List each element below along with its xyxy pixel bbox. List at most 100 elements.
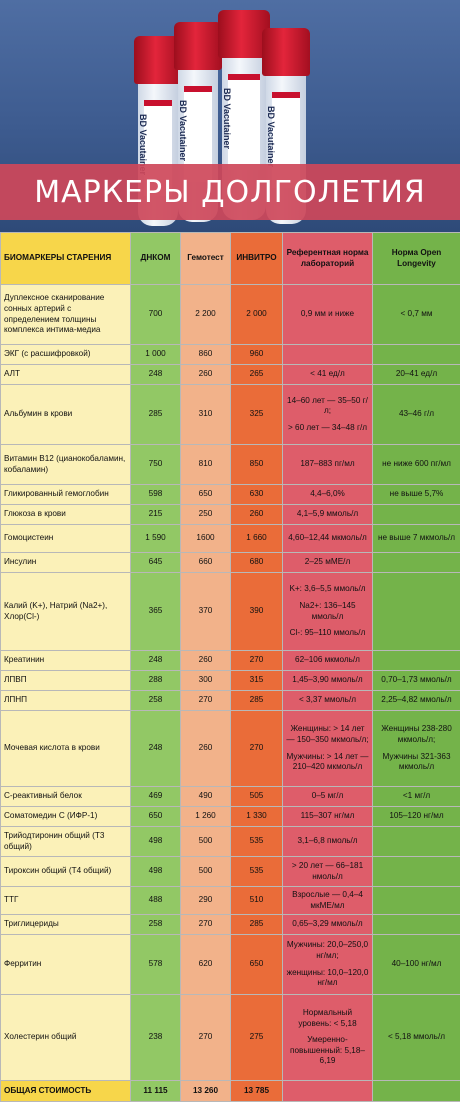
open-longevity-norm: [373, 915, 460, 935]
open-longevity-norm: [373, 887, 460, 915]
tube-label: BD Vacutainer: [222, 88, 232, 149]
total-row: ОБЩАЯ СТОИМОСТЬ 11 115 13 260 13 785: [1, 1081, 460, 1102]
biomarker-name: Глюкоза в крови: [1, 505, 131, 525]
header-dnkom: ДНКОМ: [131, 233, 181, 285]
price-invitro: 960: [231, 345, 283, 365]
table-row: Витамин В12 (цианокобаламин, кобаламин)7…: [1, 445, 460, 485]
reference-norm-line: Взрослые — 0,4–4 мкМЕ/мл: [286, 890, 369, 911]
header-invitro: ИНВИТРО: [231, 233, 283, 285]
reference-norm: 2–25 мМЕ/л: [283, 553, 373, 573]
price-dnkom: 258: [131, 915, 181, 935]
reference-norm: 3,1–6,8 пмоль/л: [283, 827, 373, 857]
biomarker-name: Гомоцистеин: [1, 525, 131, 553]
price-dnkom: 645: [131, 553, 181, 573]
open-longevity-norm: [373, 651, 460, 671]
header-biomarkers: БИОМАРКЕРЫ СТАРЕНИЯ: [1, 233, 131, 285]
price-dnkom: 1 590: [131, 525, 181, 553]
reference-norm: > 20 лет — 66–181 нмоль/л: [283, 857, 373, 887]
price-dnkom: 248: [131, 711, 181, 787]
biomarkers-table: БИОМАРКЕРЫ СТАРЕНИЯ ДНКОМ Гемотест ИНВИТ…: [0, 232, 460, 1102]
price-dnkom: 258: [131, 691, 181, 711]
price-invitro: 535: [231, 857, 283, 887]
open-longevity-norm-line: Женщины 238-280 мкмоль/л;: [376, 724, 457, 745]
biomarker-name: Инсулин: [1, 553, 131, 573]
open-longevity-norm-line: 105–120 нг/мл: [376, 811, 457, 822]
open-longevity-norm: [373, 553, 460, 573]
reference-norm-line: 2–25 мМЕ/л: [286, 557, 369, 568]
price-gemotest: 260: [181, 365, 231, 385]
price-gemotest: 1600: [181, 525, 231, 553]
price-gemotest: 490: [181, 787, 231, 807]
price-invitro: 535: [231, 827, 283, 857]
price-dnkom: 469: [131, 787, 181, 807]
total-invitro: 13 785: [231, 1081, 283, 1102]
biomarker-name: С-реактивный белок: [1, 787, 131, 807]
biomarker-name: ЛПВП: [1, 671, 131, 691]
price-gemotest: 270: [181, 995, 231, 1081]
reference-norm-line: 4,4–6,0%: [286, 489, 369, 500]
biomarker-name: Витамин В12 (цианокобаламин, кобаламин): [1, 445, 131, 485]
tube-label: BD Vacutainer: [178, 100, 188, 161]
reference-norm-line: < 41 ед/л: [286, 369, 369, 380]
open-longevity-norm: 105–120 нг/мл: [373, 807, 460, 827]
price-invitro: 325: [231, 385, 283, 445]
price-gemotest: 1 260: [181, 807, 231, 827]
price-gemotest: 650: [181, 485, 231, 505]
open-longevity-norm: [373, 345, 460, 365]
open-longevity-norm: [373, 505, 460, 525]
open-longevity-norm: < 0,7 мм: [373, 285, 460, 345]
open-longevity-norm-line: не выше 5,7%: [376, 489, 457, 500]
price-dnkom: 650: [131, 807, 181, 827]
page-title: МАРКЕРЫ ДОЛГОЛЕТИЯ: [34, 175, 426, 210]
reference-norm-line: < 3,37 ммоль/л: [286, 695, 369, 706]
open-longevity-norm: [373, 573, 460, 651]
reference-norm-line: Женщины: > 14 лет — 150–350 мкмоль/л;: [286, 724, 369, 745]
price-dnkom: 488: [131, 887, 181, 915]
biomarker-name: Триглицериды: [1, 915, 131, 935]
reference-norm: 115–307 нг/мл: [283, 807, 373, 827]
price-dnkom: 288: [131, 671, 181, 691]
biomarker-name: АЛТ: [1, 365, 131, 385]
title-banner: МАРКЕРЫ ДОЛГОЛЕТИЯ: [0, 164, 460, 220]
open-longevity-norm-line: 20–41 ед/л: [376, 369, 457, 380]
reference-norm: 4,60–12,44 мкмоль/л: [283, 525, 373, 553]
price-invitro: 285: [231, 915, 283, 935]
price-dnkom: 598: [131, 485, 181, 505]
reference-norm-line: Na2+: 136–145 ммоль/л: [286, 601, 369, 622]
price-dnkom: 700: [131, 285, 181, 345]
reference-norm: 0,9 мм и ниже: [283, 285, 373, 345]
price-gemotest: 660: [181, 553, 231, 573]
open-longevity-norm: не ниже 600 пг/мл: [373, 445, 460, 485]
open-longevity-norm-line: 2,25–4,82 ммоль/л: [376, 695, 457, 706]
reference-norm: [283, 345, 373, 365]
biomarker-name: ТТГ: [1, 887, 131, 915]
open-longevity-norm: <1 мг/л: [373, 787, 460, 807]
total-ref: [283, 1081, 373, 1102]
price-gemotest: 500: [181, 827, 231, 857]
biomarker-name: Калий (K+), Натрий (Na2+), Хлор(Cl-): [1, 573, 131, 651]
reference-norm: < 3,37 ммоль/л: [283, 691, 373, 711]
open-longevity-norm-line: не ниже 600 пг/мл: [376, 459, 457, 470]
price-dnkom: 248: [131, 651, 181, 671]
open-longevity-norm: [373, 827, 460, 857]
open-longevity-norm-line: 43–46 г/л: [376, 409, 457, 420]
reference-norm: 1,45–3,90 ммоль/л: [283, 671, 373, 691]
price-invitro: 680: [231, 553, 283, 573]
price-gemotest: 310: [181, 385, 231, 445]
open-longevity-norm: Женщины 238-280 мкмоль/л;Мужчины 321-363…: [373, 711, 460, 787]
total-label: ОБЩАЯ СТОИМОСТЬ: [1, 1081, 131, 1102]
reference-norm-line: 0–5 мг/л: [286, 791, 369, 802]
